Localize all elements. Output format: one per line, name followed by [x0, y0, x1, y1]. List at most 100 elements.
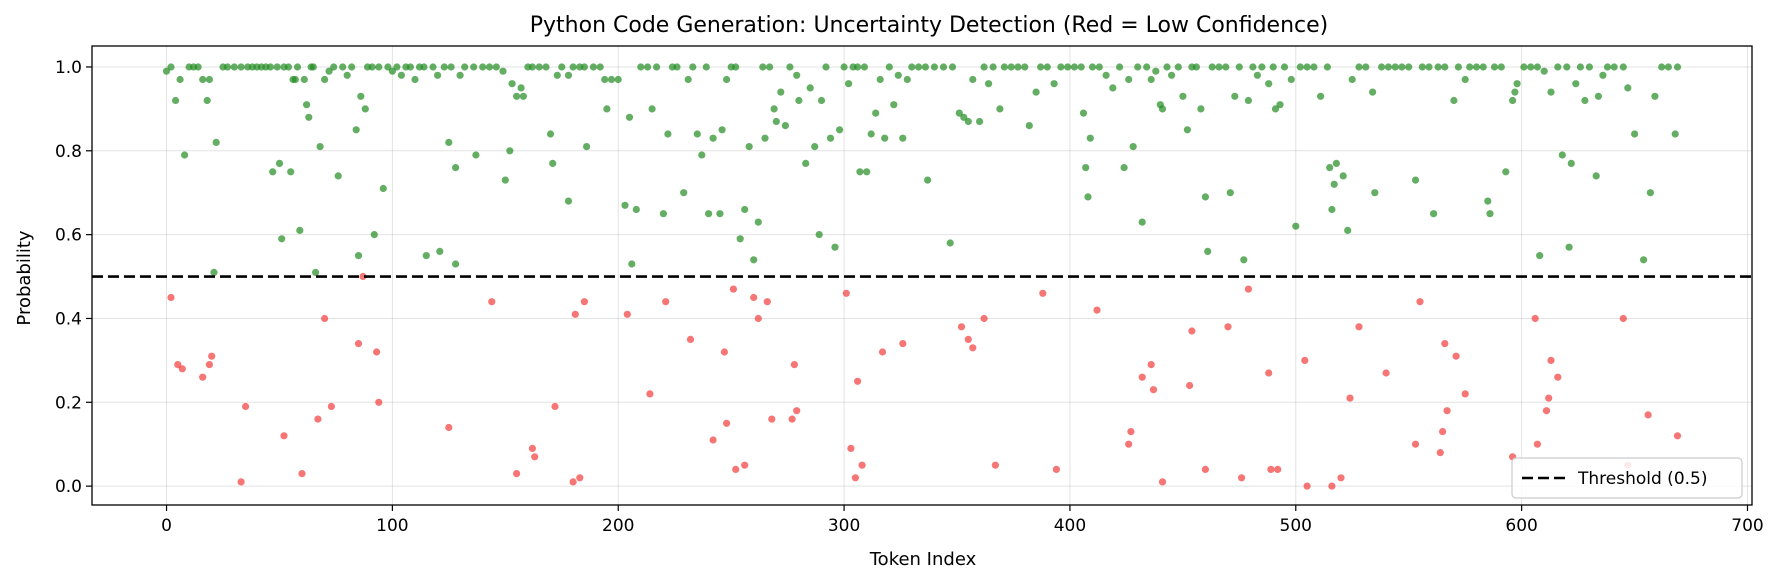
- high-confidence-point: [693, 130, 701, 138]
- high-confidence-point: [1369, 88, 1377, 96]
- low-confidence-point: [1328, 482, 1336, 490]
- high-confidence-point: [673, 63, 681, 71]
- high-confidence-point: [989, 63, 997, 71]
- low-confidence-point: [314, 415, 322, 423]
- high-confidence-point: [1344, 226, 1352, 234]
- low-confidence-point: [237, 478, 245, 486]
- low-confidence-point: [750, 293, 758, 302]
- high-confidence-point: [1088, 63, 1097, 71]
- high-confidence-point: [1226, 189, 1234, 197]
- high-confidence-point: [1125, 75, 1133, 84]
- high-confidence-point: [361, 105, 369, 113]
- low-confidence-point: [354, 340, 363, 348]
- low-confidence-point: [205, 361, 213, 369]
- high-confidence-point: [564, 71, 573, 79]
- high-confidence-point: [1533, 63, 1541, 71]
- low-confidence-point: [851, 474, 860, 482]
- low-confidence-point: [1542, 407, 1551, 415]
- low-confidence-point: [623, 310, 631, 318]
- high-confidence-point: [1253, 71, 1261, 79]
- low-confidence-point: [359, 272, 367, 281]
- high-confidence-point: [1355, 63, 1363, 71]
- high-confidence-point: [1554, 63, 1562, 71]
- high-confidence-point: [1371, 189, 1379, 197]
- x-tick-label: 700: [1731, 516, 1763, 536]
- high-confidence-point: [831, 243, 839, 251]
- high-confidence-point: [1527, 63, 1535, 71]
- high-confidence-point: [860, 63, 869, 71]
- high-confidence-point: [1326, 164, 1334, 172]
- high-confidence-point: [845, 80, 853, 88]
- high-confidence-point: [1323, 63, 1331, 71]
- low-confidence-point: [732, 465, 740, 473]
- high-confidence-point: [1502, 168, 1510, 176]
- high-confidence-point: [903, 75, 911, 84]
- high-confidence-point: [309, 63, 317, 71]
- high-confidence-point: [284, 63, 293, 71]
- low-confidence-point: [662, 298, 670, 306]
- y-axis-ticks: 0.0 0.2 0.4 0.6 0.8 1.0: [55, 58, 92, 497]
- high-confidence-point: [770, 105, 778, 113]
- high-confidence-point: [1303, 63, 1311, 71]
- high-confidence-point: [1296, 63, 1304, 71]
- high-confidence-point: [1536, 252, 1544, 260]
- high-confidence-point: [614, 75, 622, 84]
- high-confidence-point: [1007, 63, 1015, 71]
- low-confidence-point: [1127, 428, 1135, 436]
- high-confidence-point: [1079, 109, 1088, 117]
- high-confidence-point: [1192, 63, 1200, 71]
- low-confidence-point: [1531, 314, 1539, 323]
- high-confidence-point: [535, 63, 543, 71]
- high-confidence-point: [456, 71, 464, 79]
- low-confidence-point: [1439, 428, 1447, 436]
- low-confidence-point: [1346, 394, 1354, 402]
- low-confidence-point: [576, 474, 584, 482]
- high-confidence-point: [795, 96, 803, 105]
- high-confidence-point: [1339, 172, 1347, 180]
- high-confidence-point: [176, 75, 184, 84]
- high-confidence-point: [899, 134, 907, 142]
- low-confidence-point: [1201, 465, 1209, 473]
- high-confidence-point: [1567, 159, 1575, 167]
- high-confidence-point: [885, 63, 893, 71]
- high-confidence-point: [1116, 63, 1124, 71]
- high-confidence-point: [357, 92, 365, 100]
- high-confidence-point: [210, 268, 218, 276]
- high-confidence-point: [1328, 205, 1336, 214]
- high-confidence-point: [1594, 92, 1602, 100]
- high-confidence-point: [1287, 75, 1295, 84]
- high-confidence-point: [718, 126, 726, 134]
- high-confidence-point: [1269, 63, 1277, 71]
- high-confidence-point: [766, 63, 774, 71]
- high-confidence-point: [976, 117, 984, 126]
- high-confidence-point: [1592, 172, 1600, 180]
- high-confidence-point: [406, 63, 414, 71]
- high-confidence-point: [330, 63, 338, 71]
- high-confidence-point: [1249, 63, 1257, 71]
- high-confidence-point: [1317, 92, 1325, 100]
- high-confidence-point: [379, 184, 387, 193]
- high-confidence-point: [1497, 63, 1505, 71]
- high-confidence-point: [1077, 63, 1085, 71]
- high-confidence-point: [1152, 67, 1160, 75]
- low-confidence-point: [899, 340, 907, 348]
- low-confidence-point: [847, 444, 855, 452]
- high-confidence-point: [1576, 63, 1584, 71]
- legend-threshold-label: Threshold (0.5): [1577, 469, 1707, 489]
- high-confidence-point: [716, 210, 724, 218]
- high-confidence-point: [772, 117, 780, 126]
- high-confidence-point: [745, 143, 753, 151]
- high-confidence-point: [856, 168, 864, 176]
- high-confidence-point: [1624, 84, 1632, 92]
- high-confidence-point: [948, 63, 957, 71]
- low-confidence-point: [1147, 361, 1155, 369]
- low-confidence-point: [854, 377, 862, 385]
- high-confidence-point: [237, 63, 245, 71]
- high-confidence-point: [702, 63, 710, 71]
- low-confidence-point: [1149, 386, 1158, 394]
- high-confidence-point: [316, 143, 324, 151]
- low-confidence-point: [1301, 356, 1309, 364]
- low-confidence-point: [375, 398, 383, 406]
